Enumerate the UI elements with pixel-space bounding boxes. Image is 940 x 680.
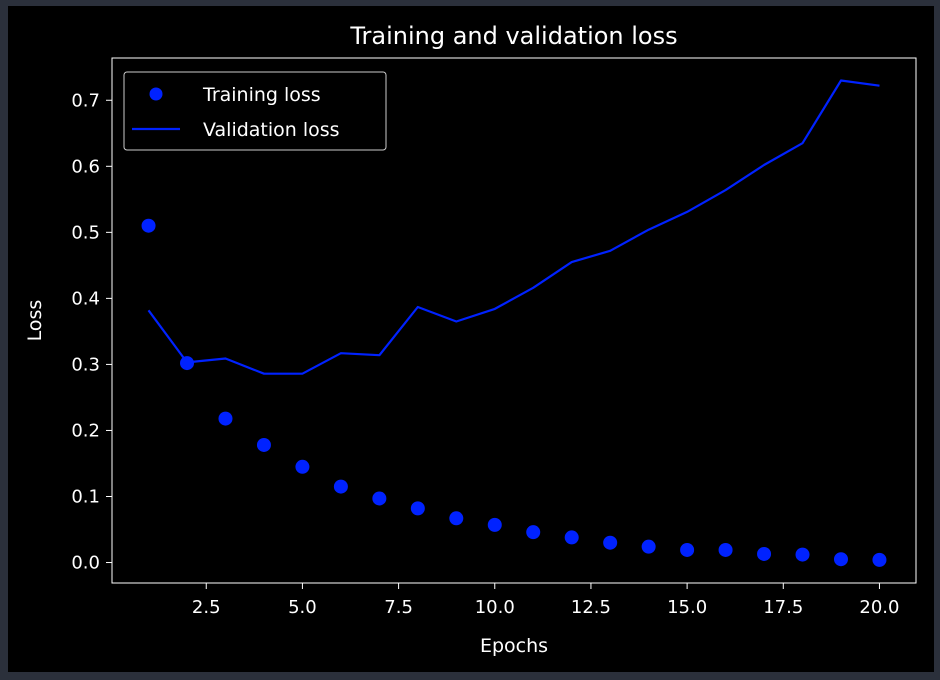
training-loss-point bbox=[487, 517, 502, 532]
legend: Training loss Validation loss bbox=[123, 71, 387, 151]
training-loss-point bbox=[872, 552, 887, 567]
x-tick-label: 17.5 bbox=[763, 597, 803, 618]
chart-figure: 2.5 5.0 7.5 10.0 12.5 15.0 17.5 20.0 0.0 0.1 0.2 0… bbox=[8, 6, 934, 672]
legend-box bbox=[123, 71, 387, 151]
training-loss-point bbox=[833, 552, 848, 567]
x-tick-label: 5.0 bbox=[288, 597, 317, 618]
y-tick-label: 0.0 bbox=[71, 553, 100, 574]
y-tick-label: 0.7 bbox=[71, 90, 100, 111]
training-loss-point bbox=[795, 547, 810, 562]
y-tick-label: 0.4 bbox=[71, 288, 100, 309]
training-loss-point bbox=[603, 535, 618, 550]
x-tick-label: 20.0 bbox=[859, 597, 899, 618]
y-axis-ticks: 0.0 0.1 0.2 0.3 0.4 0.5 0.6 0.7 bbox=[71, 90, 112, 574]
y-tick-label: 0.6 bbox=[71, 156, 100, 177]
training-loss-point bbox=[641, 539, 656, 554]
x-tick-label: 12.5 bbox=[571, 597, 611, 618]
x-axis-label: Epochs bbox=[480, 635, 548, 657]
axes-frame bbox=[111, 57, 917, 584]
legend-label-validation-loss: Validation loss bbox=[203, 119, 340, 141]
legend-marker-training-loss bbox=[149, 87, 163, 101]
training-loss-point bbox=[680, 542, 695, 557]
y-tick-label: 0.3 bbox=[71, 354, 100, 375]
training-loss-point bbox=[180, 356, 195, 371]
loss-chart: 2.5 5.0 7.5 10.0 12.5 15.0 17.5 20.0 0.00.10.20… bbox=[24, 22, 917, 657]
training-loss-point bbox=[372, 491, 387, 506]
chart-title: Training and validation loss bbox=[349, 22, 677, 50]
training-loss-point bbox=[141, 218, 156, 233]
y-tick-label: 0.2 bbox=[71, 420, 100, 441]
training-loss-point bbox=[218, 411, 233, 426]
y-tick-label: 0.5 bbox=[71, 222, 100, 243]
training-loss-point bbox=[256, 437, 271, 452]
legend-label-training-loss: Training loss bbox=[202, 84, 321, 106]
training-loss-point bbox=[757, 546, 772, 561]
x-tick-label: 10.0 bbox=[475, 597, 515, 618]
training-loss-point bbox=[410, 501, 425, 516]
x-tick-label: 7.5 bbox=[384, 597, 413, 618]
training-loss-point bbox=[718, 542, 733, 557]
validation-loss-line bbox=[147, 79, 880, 375]
training-loss-point bbox=[333, 479, 348, 494]
x-tick-label: 2.5 bbox=[192, 597, 221, 618]
plot-marks bbox=[141, 79, 887, 567]
x-axis-ticks: 2.5 5.0 7.5 10.0 12.5 15.0 17.5 20.0 bbox=[192, 583, 899, 618]
x-tick-label: 15.0 bbox=[667, 597, 707, 618]
training-loss-point bbox=[295, 459, 310, 474]
training-loss-point bbox=[449, 511, 464, 526]
training-loss-point bbox=[564, 530, 579, 545]
y-axis-label: Loss bbox=[24, 300, 46, 342]
training-loss-point bbox=[526, 525, 541, 540]
y-tick-label: 0.1 bbox=[71, 486, 100, 507]
